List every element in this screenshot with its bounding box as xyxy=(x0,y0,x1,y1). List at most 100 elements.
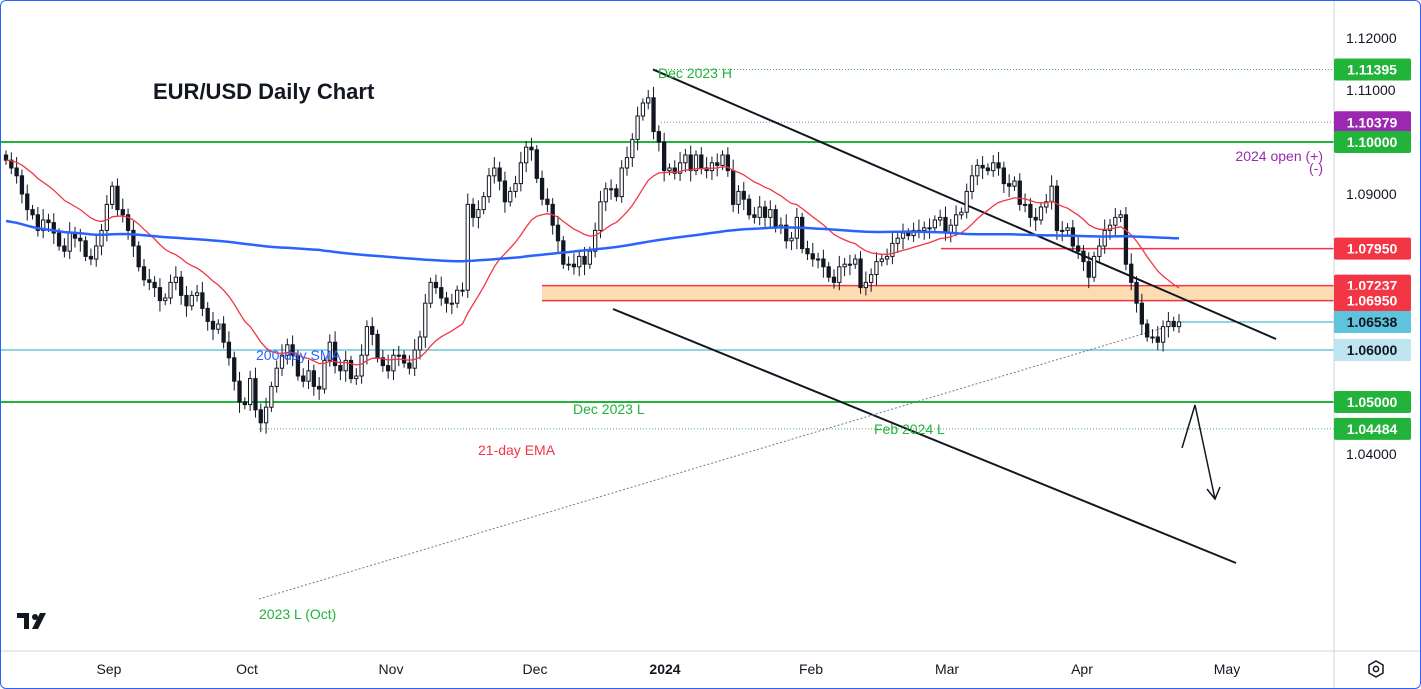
x-tick-label: Oct xyxy=(236,661,258,677)
candle-body xyxy=(1134,281,1139,304)
candle-body xyxy=(715,162,720,166)
sma-200-line xyxy=(5,219,1180,263)
candle-body xyxy=(486,175,492,198)
candle-body xyxy=(173,276,178,283)
sma-label: 200-day SMA xyxy=(256,347,341,363)
price-badge-label: 1.11395 xyxy=(1347,61,1397,77)
candle-body xyxy=(879,258,884,263)
candle-body xyxy=(476,209,481,218)
candle-body xyxy=(354,375,359,380)
price-badge xyxy=(1334,58,1411,81)
candle-body xyxy=(35,214,40,231)
candle-body xyxy=(269,385,274,408)
candle-body xyxy=(317,385,322,390)
candle-body xyxy=(417,336,423,351)
candle-body xyxy=(1113,216,1118,226)
candle-body xyxy=(890,242,895,257)
projection-arrow xyxy=(1181,404,1216,500)
candle-body xyxy=(460,289,465,292)
candle-body xyxy=(210,320,216,330)
candle-body xyxy=(1102,229,1107,247)
candle-body xyxy=(874,261,879,276)
x-tick-label: Feb xyxy=(799,661,823,677)
candle-body xyxy=(253,378,258,411)
candle-body xyxy=(1176,321,1182,328)
candle-body xyxy=(136,245,141,268)
candle-body xyxy=(470,203,476,218)
price-badge xyxy=(1334,417,1411,440)
open-2024-minus-label: (-) xyxy=(1309,160,1323,176)
candle-body xyxy=(630,138,635,159)
candle-body xyxy=(1060,229,1065,232)
candle-body xyxy=(279,354,285,369)
candle-body xyxy=(1049,185,1054,203)
candle-body xyxy=(157,287,163,302)
long-term-trendline xyxy=(258,326,1167,600)
candle-body xyxy=(980,164,985,169)
y-tick-label: 1.09000 xyxy=(1346,186,1397,202)
candle-body xyxy=(1081,250,1086,263)
gear-icon[interactable] xyxy=(1368,660,1384,678)
candle-body xyxy=(322,359,327,390)
channel-upper-line xyxy=(652,68,1277,340)
candle-body xyxy=(662,141,667,172)
candle-body xyxy=(768,209,773,218)
candle-body xyxy=(869,274,874,283)
candle-body xyxy=(646,97,651,104)
candle-body xyxy=(125,214,131,231)
candle-body xyxy=(104,203,109,231)
candle-body xyxy=(248,378,253,406)
candle-body xyxy=(677,162,683,174)
candle-body xyxy=(290,344,295,356)
candle-body xyxy=(147,279,152,283)
candle-body xyxy=(529,146,534,151)
candle-body xyxy=(189,294,194,307)
candle-body xyxy=(78,237,83,242)
candle-body xyxy=(221,323,226,343)
candle-body xyxy=(699,154,704,169)
candle-body xyxy=(805,248,810,255)
candle-body xyxy=(1001,167,1006,185)
price-badge-label: 1.06950 xyxy=(1347,293,1398,309)
ema-label: 21-day EMA xyxy=(478,442,556,458)
candle-body xyxy=(762,206,768,218)
candle-body xyxy=(895,237,900,244)
candle-body xyxy=(407,362,412,369)
candle-body xyxy=(51,222,56,234)
candle-body xyxy=(200,292,205,309)
candle-body xyxy=(518,162,523,185)
candle-body xyxy=(837,266,842,283)
candle-body xyxy=(1166,320,1171,328)
candle-body xyxy=(184,294,189,307)
support-zone xyxy=(542,285,1334,301)
chart-title: EUR/USD Daily Chart xyxy=(153,79,375,104)
candle-body xyxy=(789,237,794,242)
candle-body xyxy=(731,170,736,205)
candle-body xyxy=(1033,216,1038,221)
candle-body xyxy=(683,154,688,164)
candle-body xyxy=(263,406,269,424)
projection-arrowhead xyxy=(1206,486,1221,501)
candle-body xyxy=(603,188,608,203)
price-badge-label: 1.10379 xyxy=(1347,114,1398,130)
x-tick-label: 2024 xyxy=(649,661,680,677)
price-badge-label: 1.06000 xyxy=(1347,342,1398,358)
candle-body xyxy=(30,209,35,216)
candle-body xyxy=(1160,326,1166,343)
candle-body xyxy=(168,281,173,299)
candle-body xyxy=(906,232,911,237)
candle-body xyxy=(492,167,497,177)
price-badge-label: 1.07950 xyxy=(1347,241,1398,257)
candle-body xyxy=(508,190,513,203)
candle-body xyxy=(380,357,385,367)
dec-2023-low-label: Dec 2023 L xyxy=(573,401,645,417)
candle-body xyxy=(88,255,94,260)
candle-body xyxy=(343,359,348,372)
candle-body xyxy=(386,365,391,372)
price-badge-label: 1.04484 xyxy=(1347,421,1398,437)
candle-body xyxy=(370,326,375,335)
candle-body xyxy=(152,281,157,289)
dec-2023-high-label: Dec 2023 H xyxy=(658,65,732,81)
